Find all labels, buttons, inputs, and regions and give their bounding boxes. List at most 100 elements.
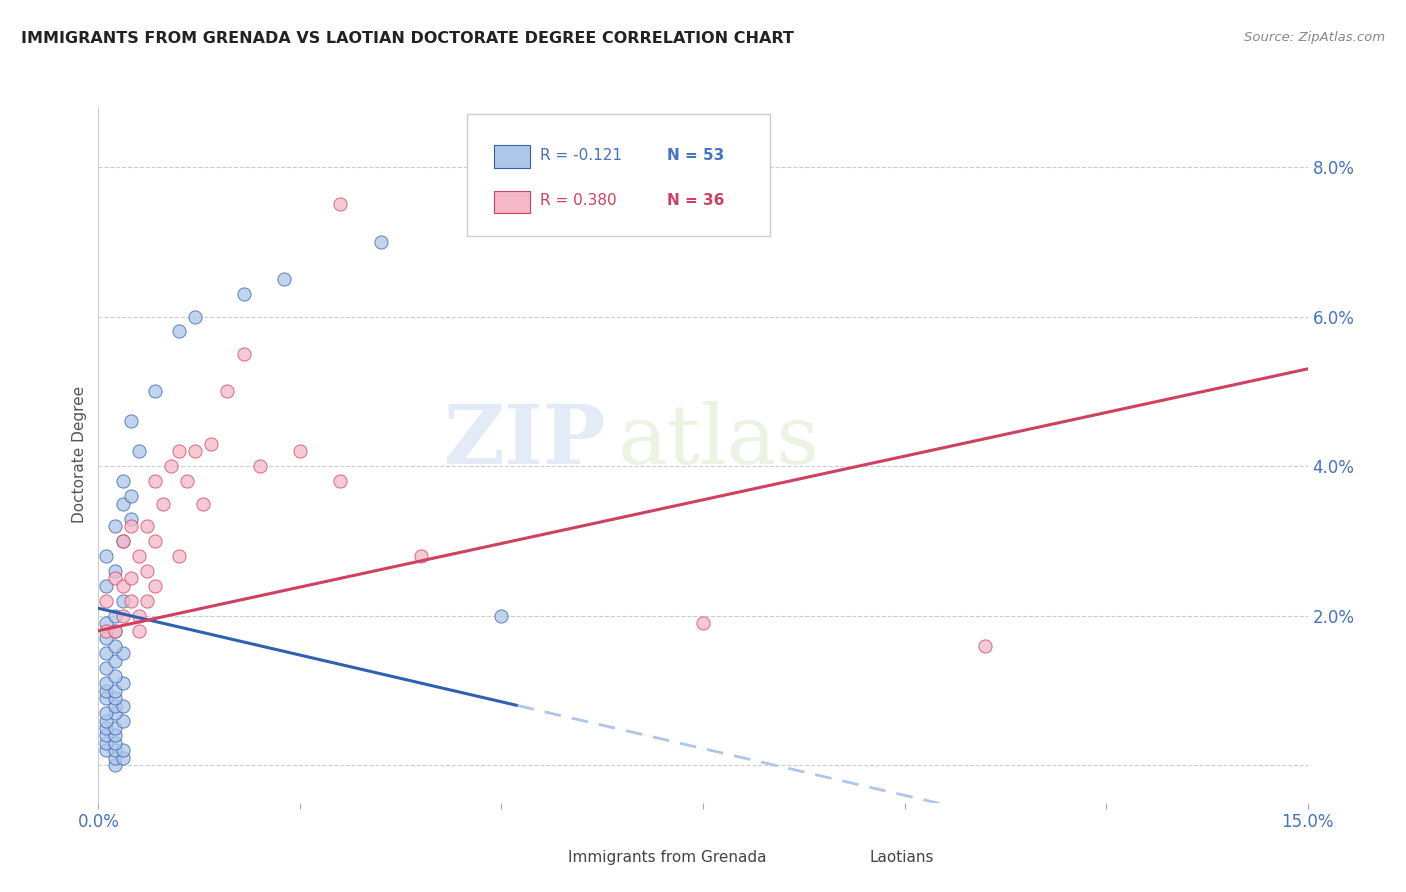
Y-axis label: Doctorate Degree: Doctorate Degree [72, 386, 87, 524]
Point [103, 706, 125, 720]
Point [120, 489, 142, 503]
Point [111, 594, 134, 608]
Point [184, 444, 207, 458]
Point [152, 497, 174, 511]
Point [103, 721, 125, 735]
Point [96, 721, 118, 735]
Point [111, 743, 134, 757]
FancyBboxPatch shape [467, 114, 769, 235]
Point [111, 698, 134, 713]
Point [167, 325, 190, 339]
Point [96, 676, 118, 690]
Point [103, 683, 125, 698]
Point [409, 549, 432, 563]
Text: Source: ZipAtlas.com: Source: ZipAtlas.com [1244, 31, 1385, 45]
FancyBboxPatch shape [824, 848, 858, 869]
Point [103, 736, 125, 750]
FancyBboxPatch shape [494, 145, 530, 168]
Point [96, 579, 118, 593]
Text: N = 36: N = 36 [666, 194, 724, 209]
Point [120, 414, 142, 428]
Point [491, 608, 513, 623]
Point [103, 758, 125, 772]
Point [96, 646, 118, 660]
Point [96, 706, 118, 720]
Point [111, 676, 134, 690]
Point [96, 691, 118, 706]
Point [217, 384, 239, 399]
Point [273, 272, 295, 286]
Point [120, 519, 142, 533]
Point [120, 571, 142, 585]
Text: Immigrants from Grenada: Immigrants from Grenada [568, 850, 766, 865]
Point [103, 624, 125, 638]
Text: R = -0.121: R = -0.121 [540, 148, 621, 163]
Point [111, 533, 134, 548]
Point [249, 459, 271, 474]
Point [120, 594, 142, 608]
Point [232, 347, 254, 361]
Point [128, 608, 150, 623]
Point [143, 474, 166, 488]
Point [96, 683, 118, 698]
Point [143, 384, 166, 399]
Text: IMMIGRANTS FROM GRENADA VS LAOTIAN DOCTORATE DEGREE CORRELATION CHART: IMMIGRANTS FROM GRENADA VS LAOTIAN DOCTO… [21, 31, 794, 46]
Point [96, 714, 118, 728]
Point [120, 511, 142, 525]
Point [111, 497, 134, 511]
Point [143, 579, 166, 593]
Point [128, 549, 150, 563]
Text: atlas: atlas [619, 401, 821, 481]
Point [176, 474, 198, 488]
Point [135, 594, 157, 608]
Point [232, 287, 254, 301]
Point [103, 571, 125, 585]
Point [128, 624, 150, 638]
Point [143, 533, 166, 548]
Point [103, 729, 125, 743]
Point [103, 691, 125, 706]
Point [96, 729, 118, 743]
Point [103, 751, 125, 765]
Point [111, 474, 134, 488]
Text: N = 53: N = 53 [666, 148, 724, 163]
Point [135, 519, 157, 533]
Point [974, 639, 997, 653]
Point [103, 624, 125, 638]
Point [111, 533, 134, 548]
Text: R = 0.380: R = 0.380 [540, 194, 616, 209]
Point [111, 751, 134, 765]
Point [103, 668, 125, 682]
Point [370, 235, 392, 249]
Point [96, 743, 118, 757]
Point [96, 631, 118, 645]
Point [193, 497, 215, 511]
Point [200, 436, 222, 450]
Point [103, 654, 125, 668]
Point [96, 616, 118, 631]
Point [111, 608, 134, 623]
Point [135, 564, 157, 578]
Point [96, 594, 118, 608]
Point [103, 564, 125, 578]
Point [96, 549, 118, 563]
Point [184, 310, 207, 324]
Point [103, 519, 125, 533]
FancyBboxPatch shape [522, 848, 555, 869]
Text: ZIP: ZIP [444, 401, 606, 481]
Point [111, 646, 134, 660]
Point [167, 444, 190, 458]
Point [329, 474, 352, 488]
Point [160, 459, 183, 474]
FancyBboxPatch shape [494, 191, 530, 213]
Point [167, 549, 190, 563]
Point [103, 608, 125, 623]
Point [103, 698, 125, 713]
Point [111, 714, 134, 728]
Text: Laotians: Laotians [870, 850, 935, 865]
Point [128, 444, 150, 458]
Point [96, 661, 118, 675]
Point [288, 444, 311, 458]
Point [103, 743, 125, 757]
Point [111, 579, 134, 593]
